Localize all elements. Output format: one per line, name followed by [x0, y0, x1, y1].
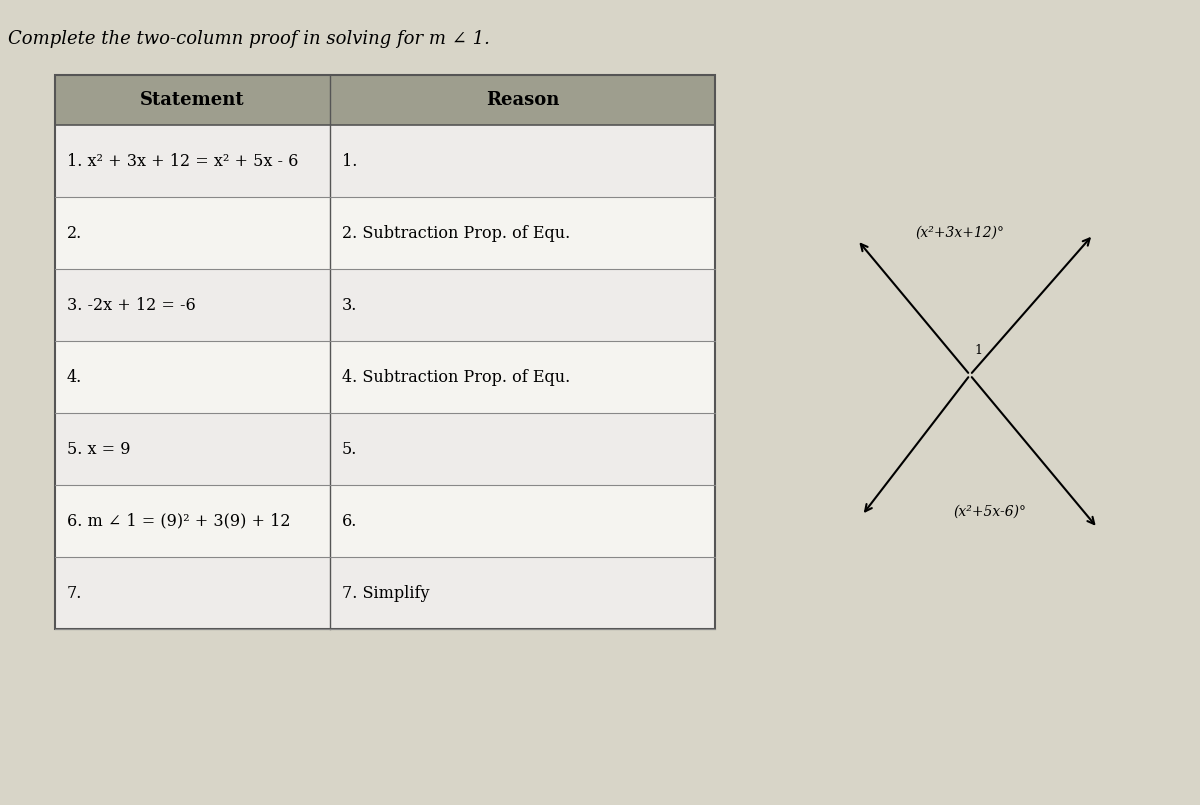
Text: 3. -2x + 12 = -6: 3. -2x + 12 = -6 — [67, 296, 196, 313]
Text: (x²+5x-6)°: (x²+5x-6)° — [954, 505, 1026, 519]
FancyBboxPatch shape — [330, 269, 715, 341]
Text: 1. x² + 3x + 12 = x² + 5x - 6: 1. x² + 3x + 12 = x² + 5x - 6 — [67, 152, 299, 170]
Text: 2.: 2. — [67, 225, 83, 242]
FancyBboxPatch shape — [55, 341, 330, 413]
FancyBboxPatch shape — [55, 485, 330, 557]
Text: 6. m ∠ 1 = (9)² + 3(9) + 12: 6. m ∠ 1 = (9)² + 3(9) + 12 — [67, 513, 290, 530]
FancyBboxPatch shape — [55, 557, 330, 629]
FancyBboxPatch shape — [330, 413, 715, 485]
Text: (x²+3x+12)°: (x²+3x+12)° — [916, 226, 1004, 240]
Text: 1.: 1. — [342, 152, 358, 170]
Text: 1: 1 — [974, 344, 982, 357]
Text: 6.: 6. — [342, 513, 358, 530]
FancyBboxPatch shape — [330, 197, 715, 269]
Text: 4.: 4. — [67, 369, 83, 386]
Text: 5.: 5. — [342, 440, 358, 457]
FancyBboxPatch shape — [330, 341, 715, 413]
Text: 7.: 7. — [67, 584, 83, 601]
Text: 2. Subtraction Prop. of Equ.: 2. Subtraction Prop. of Equ. — [342, 225, 570, 242]
FancyBboxPatch shape — [330, 485, 715, 557]
FancyBboxPatch shape — [55, 269, 330, 341]
FancyBboxPatch shape — [330, 125, 715, 197]
Text: Statement: Statement — [140, 91, 245, 109]
FancyBboxPatch shape — [330, 557, 715, 629]
Text: 7. Simplify: 7. Simplify — [342, 584, 430, 601]
Text: 3.: 3. — [342, 296, 358, 313]
FancyBboxPatch shape — [55, 413, 330, 485]
Text: 5. x = 9: 5. x = 9 — [67, 440, 131, 457]
Text: Complete the two-column proof in solving for m ∠ 1.: Complete the two-column proof in solving… — [8, 30, 490, 48]
FancyBboxPatch shape — [55, 125, 330, 197]
Text: 4. Subtraction Prop. of Equ.: 4. Subtraction Prop. of Equ. — [342, 369, 570, 386]
FancyBboxPatch shape — [55, 197, 330, 269]
FancyBboxPatch shape — [55, 75, 715, 125]
Text: Reason: Reason — [486, 91, 559, 109]
